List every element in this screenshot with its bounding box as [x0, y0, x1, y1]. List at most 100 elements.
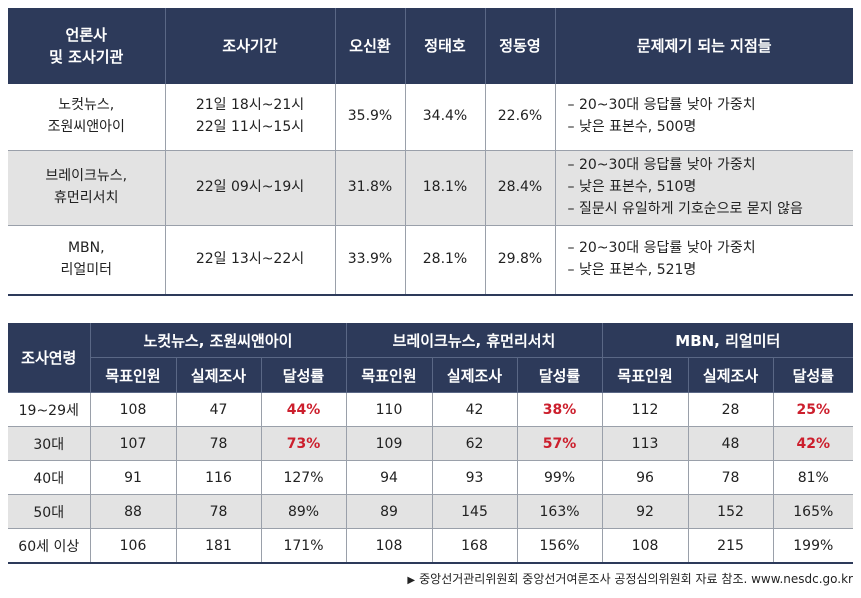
age-cell: 99% [517, 460, 603, 495]
issue-item: – 낮은 표본수, 521명 [567, 262, 697, 278]
age-cell: 109 [346, 426, 433, 461]
age-label: 50대 [8, 494, 91, 529]
age-cell: 127% [261, 460, 347, 495]
source-text: 중앙선거관리위원회 중앙선거여론조사 공정심의위원회 자료 참조. www.ne… [419, 572, 853, 586]
age-cell: 93 [432, 460, 518, 495]
age-row: 30대 107 78 73% 109 62 57% 113 48 42% [8, 426, 854, 461]
age-cell: 106 [90, 528, 177, 564]
age-label: 40대 [8, 460, 91, 495]
age-label: 60세 이상 [8, 528, 91, 564]
poll-value: 22.6% [485, 84, 556, 151]
age-row: 50대 88 78 89% 89 145 163% 92 152 165% [8, 494, 854, 529]
age-label: 30대 [8, 426, 91, 461]
age-cell: 89 [346, 494, 433, 529]
sub-header: 달성률 [773, 357, 854, 393]
header-org: 언론사 및 조사기관 [8, 8, 166, 84]
sub-header: 실제조사 [688, 357, 774, 393]
group-header-nocut: 노컷뉴스, 조원씨앤아이 [90, 323, 347, 358]
sub-header-row: 목표인원 실제조사 달성률 목표인원 실제조사 달성률 목표인원 실제조사 달성률 [8, 357, 854, 393]
age-cell: 107 [90, 426, 177, 461]
poll-value: 28.4% [485, 150, 556, 226]
age-cell: 78 [688, 460, 774, 495]
poll-issues: – 20~30대 응답률 낮아 가중치 – 낮은 표본수, 521명 [555, 225, 853, 296]
poll-org: 노컷뉴스, 조원씨앤아이 [8, 84, 166, 151]
age-cell: 62 [432, 426, 518, 461]
sub-header: 실제조사 [176, 357, 262, 393]
poll-row: MBN, 리얼미터 22일 13시~22시 33.9% 28.1% 29.8% – 20~3… [8, 225, 853, 296]
group-header-mbn: MBN, 리얼미터 [602, 323, 854, 358]
age-cell: 181 [176, 528, 262, 564]
age-cell: 42% [773, 426, 854, 461]
poll-org: 브레이크뉴스, 휴먼리서치 [8, 150, 166, 226]
poll-issues: – 20~30대 응답률 낮아 가중치 – 낮은 표본수, 500명 [555, 84, 853, 151]
poll-value: 18.1% [405, 150, 486, 226]
age-cell: 44% [261, 392, 347, 427]
age-cell: 42 [432, 392, 518, 427]
poll-comparison-table: 언론사 및 조사기관 조사기간 오신환 정태호 정동영 문제제기 되는 지점들 노… [8, 8, 853, 296]
poll-row: 노컷뉴스, 조원씨앤아이 21일 18시~21시 22일 11시~15시 35.9% 34… [8, 84, 853, 151]
age-cell: 112 [602, 392, 689, 427]
age-cell: 163% [517, 494, 603, 529]
age-cell: 92 [602, 494, 689, 529]
age-cell: 113 [602, 426, 689, 461]
age-cell: 108 [346, 528, 433, 564]
age-row: 60세 이상 106 181 171% 108 168 156% 108 215 199% [8, 528, 854, 564]
poll-row: 브레이크뉴스, 휴먼리서치 22일 09시~19시 31.8% 18.1% 28.4% – … [8, 150, 853, 226]
source-note: ▶ 중앙선거관리위원회 중앙선거여론조사 공정심의위원회 자료 참조. www.n… [407, 570, 853, 587]
age-cell: 94 [346, 460, 433, 495]
sub-header: 목표인원 [602, 357, 689, 393]
poll-value: 29.8% [485, 225, 556, 296]
poll-issues: – 20~30대 응답률 낮아 가중치 – 낮은 표본수, 510명 – 질문시 유… [555, 150, 853, 226]
age-cell: 38% [517, 392, 603, 427]
header-candidate-jung-th: 정태호 [405, 8, 486, 84]
header-candidate-jung-dy: 정동영 [485, 8, 556, 84]
age-cell: 25% [773, 392, 854, 427]
poll-period: 22일 09시~19시 [165, 150, 336, 226]
age-cell: 108 [602, 528, 689, 564]
age-cell: 89% [261, 494, 347, 529]
sub-header: 달성률 [261, 357, 347, 393]
issue-item: – 20~30대 응답률 낮아 가중치 [567, 97, 756, 114]
age-cell: 81% [773, 460, 854, 495]
age-cell: 47 [176, 392, 262, 427]
age-cell: 116 [176, 460, 262, 495]
sub-header: 목표인원 [346, 357, 433, 393]
sub-header: 실제조사 [432, 357, 518, 393]
age-row: 19~29세 108 47 44% 110 42 38% 112 28 25% [8, 392, 854, 427]
age-cell: 152 [688, 494, 774, 529]
header-period: 조사기간 [165, 8, 336, 84]
age-label: 19~29세 [8, 392, 91, 427]
age-cell: 96 [602, 460, 689, 495]
age-cell: 73% [261, 426, 347, 461]
group-header-break: 브레이크뉴스, 휴먼리서치 [346, 323, 603, 358]
poll-period: 21일 18시~21시 22일 11시~15시 [165, 84, 336, 151]
header-age: 조사연령 [8, 323, 91, 393]
poll-value: 33.9% [335, 225, 406, 296]
poll-value: 28.1% [405, 225, 486, 296]
age-cell: 199% [773, 528, 854, 564]
poll-value: 35.9% [335, 84, 406, 151]
poll-value: 31.8% [335, 150, 406, 226]
age-cell: 110 [346, 392, 433, 427]
age-cell: 108 [90, 392, 177, 427]
poll-period: 22일 13시~22시 [165, 225, 336, 296]
age-cell: 88 [90, 494, 177, 529]
header-issues: 문제제기 되는 지점들 [555, 8, 853, 84]
age-cell: 171% [261, 528, 347, 564]
sub-header: 목표인원 [90, 357, 177, 393]
age-cell: 78 [176, 426, 262, 461]
age-achievement-table: 조사연령 노컷뉴스, 조원씨앤아이 브레이크뉴스, 휴먼리서치 MBN, 리얼미… [8, 323, 854, 564]
age-cell: 165% [773, 494, 854, 529]
group-header-row: 조사연령 노컷뉴스, 조원씨앤아이 브레이크뉴스, 휴먼리서치 MBN, 리얼미… [8, 323, 854, 393]
age-cell: 145 [432, 494, 518, 529]
poll-value: 34.4% [405, 84, 486, 151]
age-cell: 91 [90, 460, 177, 495]
issue-item: – 질문시 유일하게 기호순으로 묻지 않음 [567, 200, 803, 217]
issue-item: – 낮은 표본수, 500명 [567, 119, 697, 135]
age-cell: 215 [688, 528, 774, 564]
age-cell: 28 [688, 392, 774, 427]
age-cell: 156% [517, 528, 603, 564]
age-cell: 168 [432, 528, 518, 564]
age-cell: 48 [688, 426, 774, 461]
issue-item: – 20~30대 응답률 낮아 가중치 [567, 240, 756, 257]
